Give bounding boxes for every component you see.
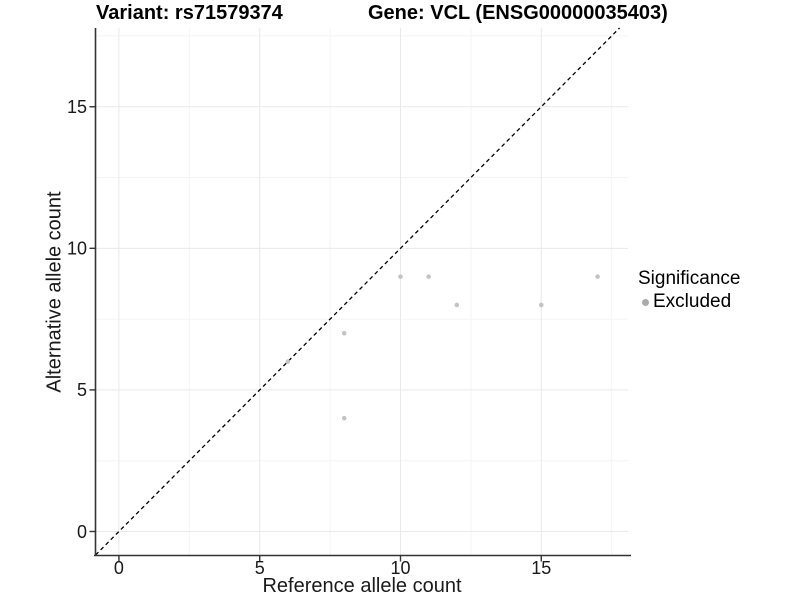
legend: Significance Excluded <box>638 268 740 313</box>
minor-gridlines <box>95 28 628 555</box>
identity-line <box>95 27 621 556</box>
x-tick-label: 15 <box>531 558 551 578</box>
y-tick-label: 0 <box>77 522 87 542</box>
plot-title-variant: Variant: rs71579374 <box>96 2 283 24</box>
data-points <box>285 274 600 421</box>
data-point <box>398 274 403 279</box>
data-point <box>341 415 347 421</box>
data-point <box>454 302 460 308</box>
plot-title-gene: Gene: VCL (ENSG00000035403) <box>368 2 668 24</box>
legend-item-excluded: Excluded <box>638 291 740 313</box>
excluded-marker-icon <box>642 298 649 306</box>
data-point <box>341 330 347 336</box>
x-tick-label: 5 <box>255 558 265 578</box>
identity-dashed-line <box>95 27 621 556</box>
y-tick-label: 15 <box>67 97 87 117</box>
tick-marks <box>89 106 542 562</box>
data-point <box>285 359 291 364</box>
data-point <box>595 274 600 279</box>
x-tick-label: 0 <box>114 558 124 578</box>
x-tick-label: 10 <box>390 558 410 578</box>
x-axis-title: Reference allele count <box>262 575 462 597</box>
legend-title: Significance <box>638 268 741 289</box>
legend-item-label: Excluded <box>653 291 732 312</box>
y-axis-title: Alternative allele count <box>43 191 66 393</box>
tick-labels: 0 5 10 15 0 5 10 15 <box>67 97 551 578</box>
y-tick-label: 10 <box>67 239 87 259</box>
axis-lines <box>94 28 631 557</box>
major-gridlines <box>95 28 628 555</box>
data-point <box>426 274 431 279</box>
y-tick-label: 5 <box>77 380 87 400</box>
data-point <box>538 302 544 308</box>
